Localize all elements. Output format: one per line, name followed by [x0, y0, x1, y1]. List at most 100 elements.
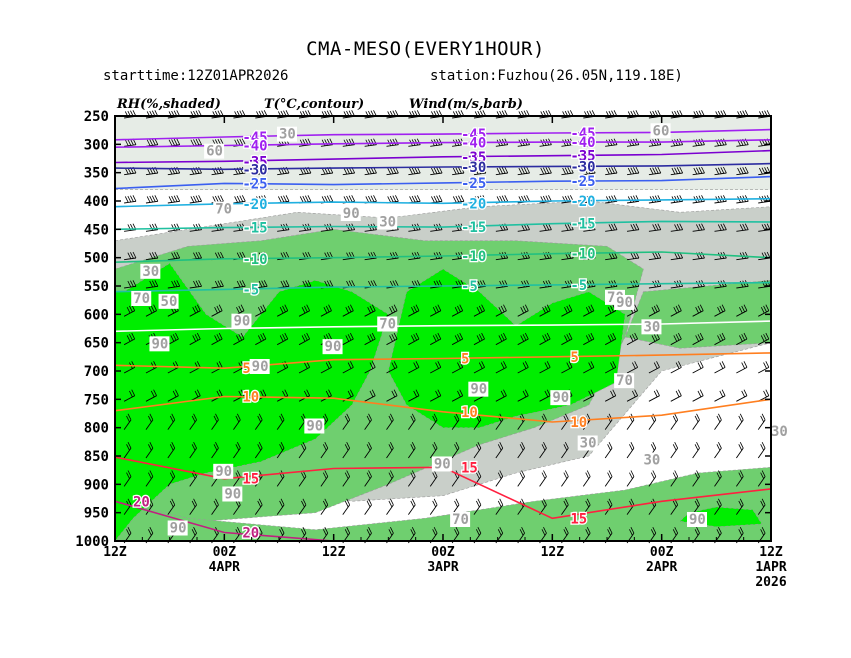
wind-barb-flag: [301, 335, 306, 342]
wind-barb-flag: [543, 470, 547, 477]
wind-barb: [211, 172, 224, 176]
wind-barb: [189, 419, 197, 430]
temp-contour-label: -15: [461, 220, 486, 236]
wind-barb-flag: [323, 306, 328, 314]
wind-barb-flag: [672, 472, 677, 479]
wind-barb-flag: [214, 252, 219, 259]
wind-barb-flag: [415, 389, 420, 396]
wind-barb-flag: [324, 498, 329, 506]
wind-barb-flag: [344, 415, 349, 423]
temp-contour-label: 5: [570, 350, 578, 366]
wind-barb-flag: [433, 195, 438, 203]
wind-barb-flag: [433, 498, 438, 506]
wind-barb: [364, 310, 376, 317]
wind-barb-flag: [478, 334, 483, 341]
wind-barb-flag: [238, 305, 243, 313]
wind-barb: [561, 504, 569, 515]
wind-barb-flag: [239, 195, 244, 202]
wind-barb-flag: [324, 526, 329, 534]
wind-barb: [473, 229, 486, 232]
wind-barb-flag: [719, 334, 724, 341]
wind-barb-flag: [739, 413, 744, 421]
wind-barb: [233, 200, 246, 204]
wind-barb: [189, 504, 197, 515]
wind-barb-flag: [476, 444, 480, 451]
wind-barb-flag: [497, 529, 502, 536]
wind-barb-flag: [476, 306, 481, 314]
wind-barb: [408, 229, 421, 232]
wind-barb: [145, 447, 154, 459]
rh-label-box: [450, 512, 471, 527]
rh-label: 70: [616, 373, 633, 389]
wind-barb-flag: [657, 251, 662, 259]
wind-barb-flag: [279, 335, 284, 342]
wind-barb: [211, 285, 224, 289]
wind-barb: [145, 200, 158, 204]
wind-barb: [605, 172, 618, 176]
wind-barb-flag: [411, 470, 416, 477]
wind-barb-flag: [284, 361, 289, 368]
y-tick-label: 900: [84, 477, 109, 493]
wind-barb-flag: [263, 280, 268, 287]
wind-barb-flag: [499, 526, 504, 534]
wind-barb: [714, 310, 726, 317]
wind-barb-flag: [522, 362, 527, 369]
wind-barb-flag: [301, 444, 305, 451]
wind-barb: [648, 310, 660, 317]
wind-barb-flag: [519, 529, 524, 536]
wind-barb: [670, 285, 683, 289]
wind-barb-flag: [650, 415, 655, 423]
wind-barb-flag: [196, 361, 201, 368]
wind-barb-flag: [499, 441, 504, 449]
wind-barb-flag: [608, 470, 613, 477]
wind-barb-flag: [220, 138, 224, 145]
wind-barb-flag: [455, 441, 460, 449]
wind-barb-flag: [499, 195, 503, 203]
wind-barb: [298, 504, 307, 515]
wind-barb-flag: [437, 361, 442, 368]
wind-barb-flag: [590, 389, 595, 396]
rh-shade-90: [387, 268, 626, 428]
wind-barb-flag: [548, 166, 552, 174]
wind-barb: [714, 200, 727, 204]
wind-barb-flag: [195, 223, 200, 231]
wind-barb-flag: [651, 306, 656, 314]
rh-label-box: [614, 294, 635, 310]
wind-barb-flag: [607, 472, 611, 479]
wind-barb: [626, 338, 638, 346]
wind-barb: [714, 172, 727, 176]
wind-barb-flag: [212, 196, 217, 203]
wind-barb-flag: [652, 413, 657, 421]
rh-label: 50: [161, 294, 178, 310]
wind-barb-flag: [739, 224, 744, 231]
wind-barb: [604, 447, 613, 459]
wind-barb-flag: [262, 304, 267, 311]
wind-barb: [736, 476, 744, 487]
wind-barb-flag: [260, 390, 264, 398]
wind-barb: [255, 229, 268, 232]
wind-barb: [736, 144, 749, 147]
wind-barb-flag: [154, 251, 159, 259]
wind-barb-flag: [371, 332, 376, 340]
wind-barb: [561, 310, 573, 317]
wind-barb: [145, 285, 158, 289]
wind-barb-flag: [455, 498, 460, 506]
wind-barb-flag: [760, 472, 764, 479]
wind-barb-flag: [127, 470, 132, 477]
wind-barb-flag: [544, 305, 549, 313]
wind-barb: [692, 447, 700, 459]
wind-barb: [473, 366, 485, 374]
wind-barb: [189, 447, 197, 459]
wind-barb-flag: [521, 498, 525, 506]
wind-barb: [517, 366, 529, 374]
wind-barb: [254, 447, 263, 459]
wind-barb-flag: [279, 529, 283, 536]
wind-barb-flag: [321, 139, 326, 146]
wind-barb-flag: [650, 500, 655, 508]
wind-barb: [604, 310, 616, 317]
wind-barb: [714, 419, 722, 430]
wind-barb: [123, 447, 132, 459]
wind-barb-flag: [761, 167, 766, 174]
wind-barb: [605, 200, 618, 204]
wind-barb: [233, 229, 246, 232]
